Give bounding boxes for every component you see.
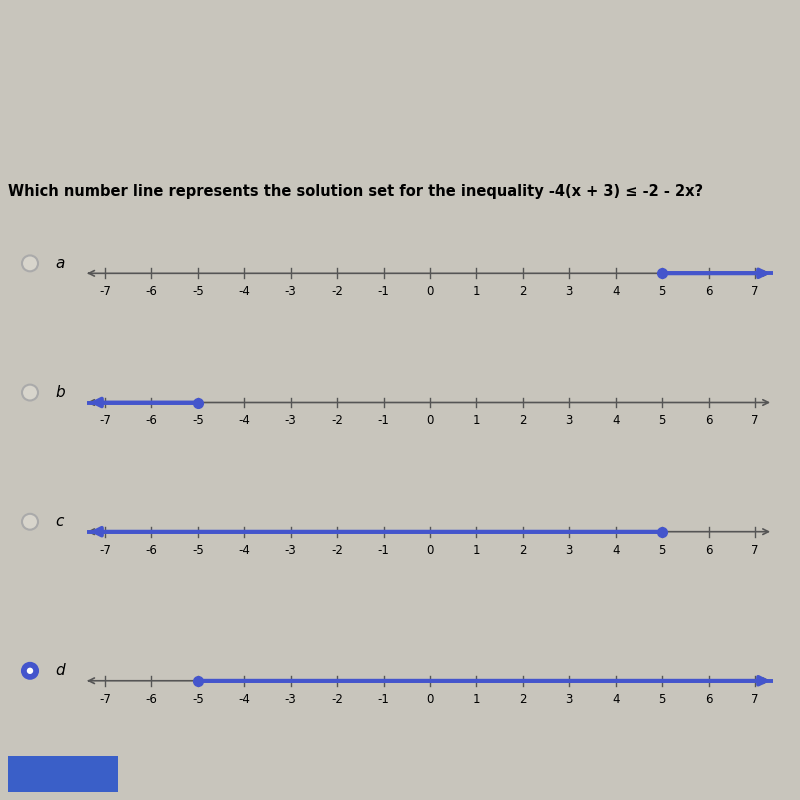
Text: 4: 4 (612, 414, 619, 427)
Text: 6: 6 (705, 693, 712, 706)
Text: -6: -6 (146, 693, 158, 706)
Text: 7: 7 (751, 414, 758, 427)
Text: -3: -3 (285, 414, 297, 427)
Text: 4: 4 (612, 544, 619, 557)
Text: -5: -5 (192, 693, 204, 706)
Text: -5: -5 (192, 544, 204, 557)
Text: -2: -2 (331, 414, 343, 427)
Text: 2: 2 (519, 286, 526, 298)
Text: 3: 3 (566, 693, 573, 706)
Text: -1: -1 (378, 544, 390, 557)
Circle shape (27, 668, 34, 674)
Circle shape (22, 514, 38, 530)
Text: -3: -3 (285, 693, 297, 706)
Text: -7: -7 (99, 414, 111, 427)
Text: 7: 7 (751, 544, 758, 557)
Text: 2: 2 (519, 544, 526, 557)
Text: 3: 3 (566, 544, 573, 557)
Text: 6: 6 (705, 414, 712, 427)
Text: 1: 1 (473, 693, 480, 706)
Text: 4: 4 (612, 286, 619, 298)
Text: c: c (55, 514, 63, 530)
Text: -7: -7 (99, 693, 111, 706)
FancyBboxPatch shape (8, 756, 118, 792)
Text: -3: -3 (285, 544, 297, 557)
Text: -7: -7 (99, 544, 111, 557)
Text: -4: -4 (238, 414, 250, 427)
Text: -7: -7 (99, 286, 111, 298)
Text: 5: 5 (658, 414, 666, 427)
Text: 0: 0 (426, 693, 434, 706)
Text: a: a (55, 256, 64, 271)
Text: 0: 0 (426, 544, 434, 557)
Text: 2: 2 (519, 693, 526, 706)
Text: 5: 5 (658, 544, 666, 557)
Text: -4: -4 (238, 286, 250, 298)
Text: d: d (55, 663, 65, 678)
Text: 0: 0 (426, 414, 434, 427)
Text: 6: 6 (705, 286, 712, 298)
Text: -6: -6 (146, 544, 158, 557)
Text: 5: 5 (658, 693, 666, 706)
Text: -5: -5 (192, 414, 204, 427)
Text: -2: -2 (331, 693, 343, 706)
Circle shape (22, 385, 38, 401)
Circle shape (22, 663, 38, 678)
Text: -4: -4 (238, 693, 250, 706)
Text: 7: 7 (751, 286, 758, 298)
Text: Which number line represents the solution set for the inequality -4(x + 3) ≤ -2 : Which number line represents the solutio… (8, 184, 703, 199)
Text: -2: -2 (331, 286, 343, 298)
Text: 5: 5 (658, 286, 666, 298)
Text: 7: 7 (751, 693, 758, 706)
Text: -6: -6 (146, 414, 158, 427)
Circle shape (22, 255, 38, 271)
Text: 4: 4 (612, 693, 619, 706)
Text: 3: 3 (566, 414, 573, 427)
Text: Submit: Submit (33, 766, 94, 782)
Text: -4: -4 (238, 544, 250, 557)
Text: -5: -5 (192, 286, 204, 298)
Text: -1: -1 (378, 693, 390, 706)
Text: -1: -1 (378, 286, 390, 298)
Text: 3: 3 (566, 286, 573, 298)
Text: 1: 1 (473, 414, 480, 427)
Text: -6: -6 (146, 286, 158, 298)
Text: 1: 1 (473, 544, 480, 557)
Text: b: b (55, 385, 65, 400)
Text: -2: -2 (331, 544, 343, 557)
Text: 6: 6 (705, 544, 712, 557)
Text: 1: 1 (473, 286, 480, 298)
Text: 0: 0 (426, 286, 434, 298)
Text: -1: -1 (378, 414, 390, 427)
Text: -3: -3 (285, 286, 297, 298)
Text: 2: 2 (519, 414, 526, 427)
